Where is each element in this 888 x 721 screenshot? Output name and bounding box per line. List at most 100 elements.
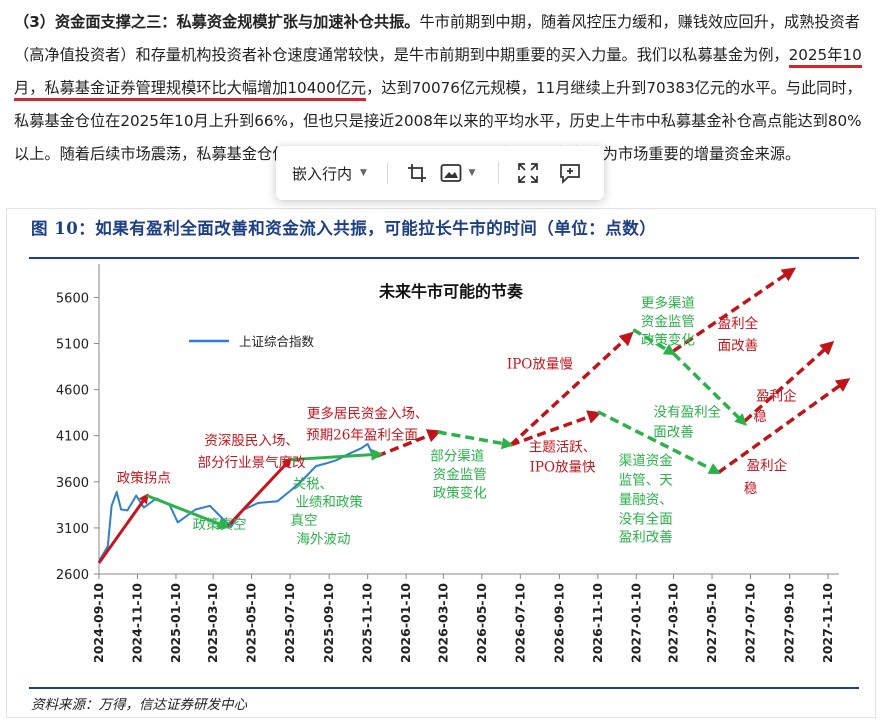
dashed-red-arrow xyxy=(509,331,634,447)
dashed-green-arrow xyxy=(672,352,747,426)
x-tick-label: 2027-05-10 xyxy=(704,583,719,663)
embed-inline-dropdown[interactable]: 嵌入行内 ▼ xyxy=(286,155,373,191)
series-point xyxy=(142,506,145,509)
legend-series-name: 上证综合指数 xyxy=(239,334,315,349)
figure-source: 资料来源：万得，信达证券研发中心 xyxy=(31,697,247,713)
embed-inline-label: 嵌入行内 xyxy=(292,164,353,183)
article-underlined-text: 2025年10月，私募基金证券管理规模环比大幅增加10400亿元 xyxy=(14,46,862,101)
series-point xyxy=(359,447,362,450)
x-tick-label: 2026-01-10 xyxy=(398,583,413,663)
dashed-red-arrow xyxy=(672,267,797,353)
chart-annotation: 渠道资金 xyxy=(619,453,673,469)
chart-legend: 上证综合指数 xyxy=(189,334,315,349)
x-tick-label: 2025-07-10 xyxy=(282,583,297,663)
x-tick-label: 2027-01-10 xyxy=(628,583,643,663)
y-tick-label: 3100 xyxy=(56,522,89,537)
x-tick-label: 2024-09-10 xyxy=(91,583,106,663)
y-tick-label: 4600 xyxy=(56,384,89,399)
dashed-red-arrow xyxy=(717,378,851,475)
series-point xyxy=(257,502,259,504)
x-tick-label: 2026-11-10 xyxy=(590,583,605,663)
series-point xyxy=(107,545,109,548)
series-point xyxy=(334,459,337,462)
figure-title: 图 10：如果有盈利全面改善和资金流入共振，可能拉长牛市的时间（单位：点数） xyxy=(31,219,657,238)
chart-annotation: 关税、 xyxy=(293,476,334,492)
chart-annotation: 业绩和政策 xyxy=(295,494,363,511)
x-tick-label: 2027-07-10 xyxy=(743,583,758,663)
dashed-green-arrow xyxy=(437,430,514,450)
chart-annotation: 没有盈利全 xyxy=(654,403,722,420)
series-point xyxy=(230,526,232,528)
chart-annotation: 面改善 xyxy=(718,338,759,354)
chart-annotation: 更多居民资金入场、 xyxy=(307,405,429,422)
chart-annotation: 盈利全 xyxy=(718,315,759,332)
y-tick-label: 2600 xyxy=(56,568,89,583)
series-point xyxy=(110,504,113,507)
chart-annotation: 资金监管 xyxy=(433,467,487,483)
figure-top-rule xyxy=(29,257,859,259)
chart-annotation: 真空 xyxy=(290,513,317,529)
series-point xyxy=(209,504,211,507)
expand-button[interactable] xyxy=(513,158,543,188)
chart-title: 未来牛市可能的节奏 xyxy=(378,282,524,301)
y-tick-label: 4100 xyxy=(56,430,89,445)
expand-icon xyxy=(518,163,538,183)
x-tick-label: 2026-03-10 xyxy=(435,583,450,663)
series-point xyxy=(115,491,118,493)
chart-annotation: 主题活跃、 xyxy=(529,439,597,455)
chart-annotation: 部分行业景气度改 xyxy=(198,455,306,471)
chart-annotation: 没有全面 xyxy=(619,510,673,527)
chart-annotation: 盈利企 xyxy=(756,388,797,405)
series-point xyxy=(366,443,369,445)
x-tick-label: 2027-11-10 xyxy=(820,583,835,663)
figure-card[interactable]: 图 10：如果有盈利全面改善和资金流入共振，可能拉长牛市的时间（单位：点数） 未… xyxy=(6,208,876,718)
article-lead: （3）资金面支撑之三：私募资金规模扩张与加速补仓共振。 xyxy=(14,13,420,31)
crop-button[interactable] xyxy=(402,158,432,188)
series-point xyxy=(126,509,129,512)
chart-annotation: 稳 xyxy=(753,409,767,425)
dashed-green-arrow xyxy=(632,328,677,356)
x-tick-label: 2025-11-10 xyxy=(360,583,375,663)
comment-icon xyxy=(560,164,580,184)
chart-annotation: 资金监管 xyxy=(641,314,695,330)
chart-annotation: 海外波动 xyxy=(297,532,351,548)
series-point xyxy=(177,521,179,524)
chart-annotation: 政策变化 xyxy=(641,331,695,348)
chart-annotation: 监管、天 xyxy=(619,473,673,489)
chart-annotation: 政策拐点 xyxy=(117,470,171,487)
series-point xyxy=(120,508,122,511)
image-toolbar: 嵌入行内 ▼ ▼ xyxy=(276,146,604,200)
chart-annotation: 预期26年盈利全面 xyxy=(306,426,418,443)
red-arrow xyxy=(97,493,149,564)
article-text-2: ，达到70076亿元规模，11月继续上升到70383亿元的水平。与此同时，私募基… xyxy=(14,79,862,163)
x-tick-label: 2025-05-10 xyxy=(244,583,259,663)
toolbar-divider xyxy=(386,162,388,184)
series-point xyxy=(276,500,279,502)
article-text-1: 牛市前期到中期，随着风控压力缓和，赚钱效应回升，成熟投资者（高净值投资者）和存量… xyxy=(14,13,860,64)
x-tick-label: 2027-09-10 xyxy=(782,583,797,663)
y-tick-label: 3600 xyxy=(56,476,89,491)
x-tick-label: 2027-03-10 xyxy=(666,583,681,663)
chart-annotation: IPO放量慢 xyxy=(507,355,573,372)
y-tick-label: 5600 xyxy=(56,291,89,306)
x-tick-label: 2025-01-10 xyxy=(168,583,183,663)
image-icon xyxy=(441,164,462,182)
y-tick-label: 5100 xyxy=(56,338,89,353)
chart-annotation: 资深股民入场、 xyxy=(204,433,299,449)
comment-button[interactable] xyxy=(555,158,585,188)
series-point xyxy=(347,453,349,455)
series-point xyxy=(289,490,291,492)
series-point xyxy=(315,465,317,467)
chart-annotation: 量融资、 xyxy=(619,492,673,508)
x-tick-label: 2026-09-10 xyxy=(551,583,566,663)
chart-annotation: 盈利企 xyxy=(747,457,788,474)
chart: 未来牛市可能的节奏 2600 3100 3600 4100 4600 5100 5600 20… xyxy=(56,264,851,663)
chart-annotation: 盈利改善 xyxy=(619,530,673,546)
series-point xyxy=(194,508,197,511)
caret-down-icon: ▼ xyxy=(468,168,476,178)
red-arrow xyxy=(225,457,293,529)
image-options-button[interactable]: ▼ xyxy=(432,158,484,188)
dashed-red-arrow xyxy=(376,429,442,458)
article-text-4: 成为市场重要的增量资金来源。 xyxy=(587,145,801,163)
chart-annotation: IPO放量快 xyxy=(530,460,596,476)
